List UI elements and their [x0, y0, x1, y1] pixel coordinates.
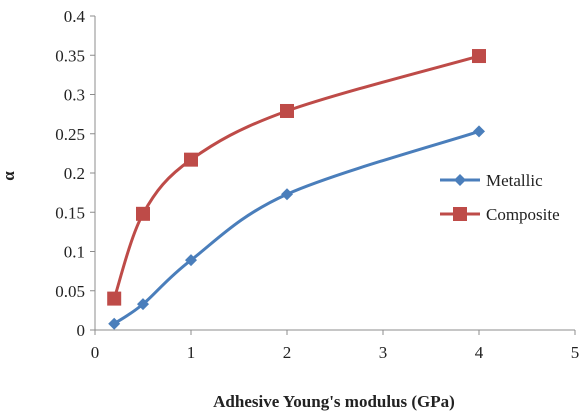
y-tick-label: 0.15 [55, 203, 85, 222]
x-axis-label: Adhesive Young's modulus (GPa) [213, 392, 455, 411]
metallic-point [137, 298, 149, 311]
x-tick-label: 3 [379, 343, 388, 362]
y-tick-label: 0 [77, 321, 86, 340]
series-group [107, 49, 486, 330]
y-axis-label: α [0, 171, 18, 181]
legend-item-metallic: Metallic [440, 171, 543, 190]
y-tick-label: 0.3 [64, 86, 85, 105]
composite-point [472, 49, 486, 64]
composite-line [112, 54, 480, 300]
composite-point [136, 206, 150, 221]
y-tick-label: 0.25 [55, 125, 85, 144]
metallic-point [108, 317, 121, 330]
metallic-point [473, 125, 485, 138]
legend: Metallic Composite [440, 171, 560, 224]
composite-point [184, 152, 198, 167]
composite-point [107, 291, 122, 306]
legend-swatch-marker [453, 207, 467, 221]
legend-label: Metallic [486, 171, 543, 190]
legend-label: Composite [486, 205, 560, 224]
metallic-point [281, 188, 293, 201]
y-tick-label: 0.2 [64, 164, 85, 183]
y-tick-label: 0.05 [55, 282, 85, 301]
series-metallic [108, 125, 485, 330]
y-tick-labels: 0 0.05 0.1 0.15 0.2 0.25 0.3 0.35 0.4 [55, 7, 85, 340]
axes [90, 15, 576, 335]
legend-swatch-marker [454, 174, 466, 186]
metallic-point [185, 254, 197, 267]
y-tick-label: 0.4 [64, 7, 86, 26]
x-tick-label: 5 [571, 343, 580, 362]
composite-point [280, 103, 294, 118]
series-composite [107, 49, 486, 306]
legend-item-composite: Composite [440, 205, 560, 224]
x-tick-labels: 0 1 2 3 4 5 [91, 343, 580, 362]
x-tick-label: 2 [283, 343, 292, 362]
y-tick-label: 0.1 [64, 243, 85, 262]
y-tick-label: 0.35 [55, 46, 85, 65]
x-tick-label: 4 [475, 343, 484, 362]
x-tick-label: 1 [187, 343, 196, 362]
metallic-line [113, 129, 480, 325]
x-tick-label: 0 [91, 343, 100, 362]
